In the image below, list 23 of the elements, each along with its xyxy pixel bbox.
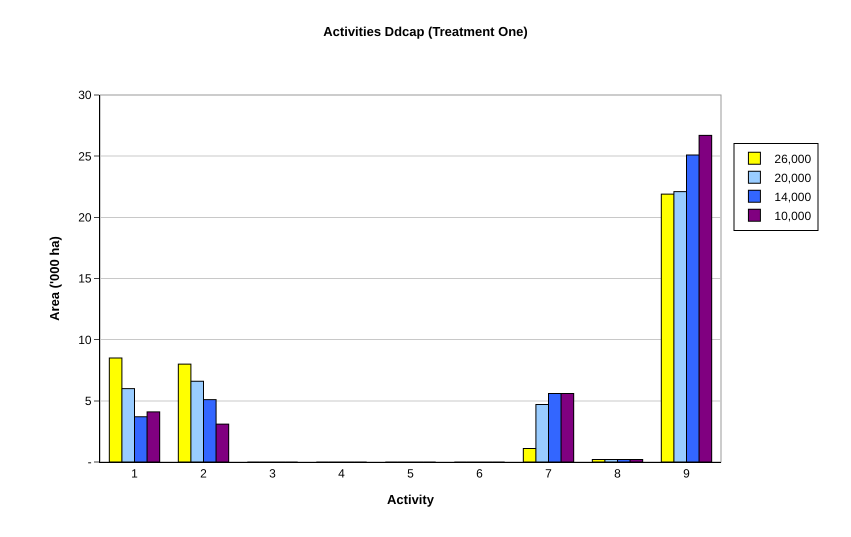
y-tick-label: 25 xyxy=(78,149,92,164)
y-tick-label: 15 xyxy=(78,272,92,286)
x-tick-label: 9 xyxy=(683,466,690,480)
legend-label: 10,000 xyxy=(774,208,812,223)
x-tick-label: 6 xyxy=(476,466,484,480)
x-tick-label: 5 xyxy=(407,466,414,480)
y-tick-label: - xyxy=(88,455,92,470)
x-tick-label: 8 xyxy=(614,466,622,480)
y-tick-label: 30 xyxy=(78,88,92,102)
y-tick-label: 10 xyxy=(78,332,92,347)
x-tick-label: 4 xyxy=(338,466,346,480)
x-axis-title: Activity xyxy=(387,492,435,507)
y-tick-label: 20 xyxy=(78,210,92,225)
legend-label: 26,000 xyxy=(774,152,812,166)
x-tick-label: 2 xyxy=(200,466,208,480)
x-tick-label: 1 xyxy=(131,466,138,480)
y-tick-label: 5 xyxy=(84,394,92,408)
x-tick-label: 7 xyxy=(545,466,552,480)
legend-label: 20,000 xyxy=(774,170,812,185)
legend-label: 14,000 xyxy=(774,190,812,204)
x-tick-label: 3 xyxy=(269,466,276,480)
y-axis-title: Area ('000 ha) xyxy=(47,236,62,321)
chart-title: Activities Ddcap (Treatment One) xyxy=(323,24,528,39)
